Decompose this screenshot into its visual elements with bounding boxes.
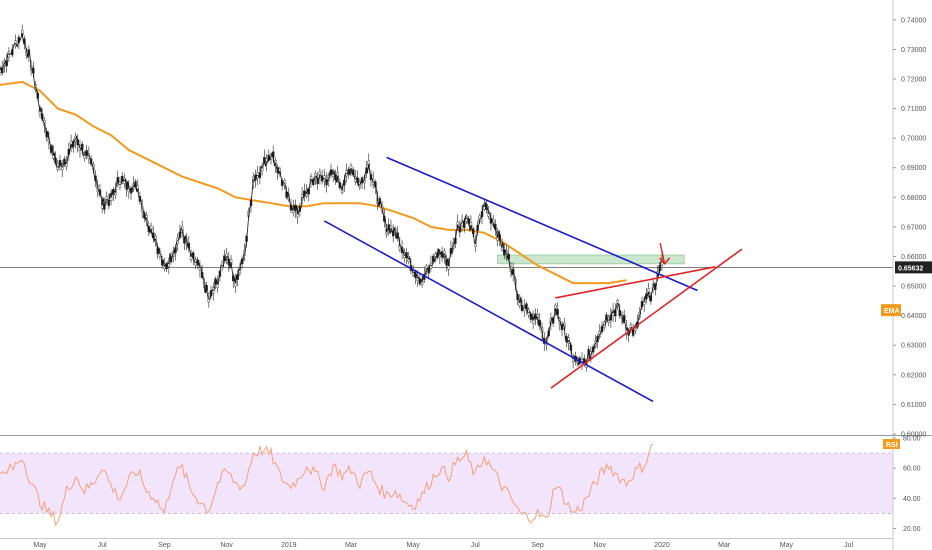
support-zone-rect	[497, 254, 685, 265]
arrow-head	[659, 257, 671, 265]
last-price-label: 0.65632	[898, 265, 923, 272]
ema-label: EMA	[884, 308, 900, 315]
rsi-tick-label: 60.00	[903, 466, 921, 473]
time-tick-label: Mar	[718, 542, 731, 549]
rsi-tick-label: 20.00	[903, 526, 921, 533]
rsi-tick-label: 80.00	[903, 436, 921, 443]
red-trendline	[550, 248, 743, 389]
price-line	[0, 32, 663, 367]
price-tick-label: 0.74000	[901, 17, 926, 24]
time-tick-label: Jul	[98, 542, 107, 549]
price-tick-label: 0.68000	[901, 195, 926, 202]
time-tick-label: 2019	[281, 542, 297, 549]
price-tick-label: 0.65000	[901, 284, 926, 291]
price-tick-label: 0.70000	[901, 136, 926, 143]
time-tick-label: Sep	[158, 542, 171, 549]
price-tick-label: 0.60000	[901, 432, 926, 439]
rsi-line	[0, 443, 654, 527]
price-tick-label: 0.71000	[901, 106, 926, 113]
blue-trendline	[323, 220, 654, 403]
rsi-label-box	[883, 439, 900, 449]
time-tick-label: May	[33, 542, 47, 549]
ema-line	[0, 80, 627, 285]
blue-trendline	[386, 156, 698, 292]
price-tick-label: 0.66000	[901, 254, 926, 261]
red-trendline	[555, 266, 716, 299]
price-tick-label: 0.62000	[901, 372, 926, 379]
arrow-shaft	[659, 243, 666, 265]
last-price-box	[895, 261, 932, 274]
time-tick-label: 2020	[654, 542, 670, 549]
price-tick-label: 0.72000	[901, 76, 926, 83]
ema-label-box	[881, 304, 901, 317]
time-tick-label: May	[407, 542, 421, 549]
rsi-pane	[0, 443, 893, 527]
candle-body	[0, 67, 2, 74]
rsi-label: RSI	[886, 442, 898, 449]
time-tick-label: Mar	[345, 542, 358, 549]
main-price-pane	[0, 24, 893, 403]
price-tick-label: 0.67000	[901, 224, 926, 231]
price-tick-label: 0.61000	[901, 402, 926, 409]
time-tick-label: Jul	[471, 542, 480, 549]
time-tick-label: Jul	[844, 542, 853, 549]
price-tick-label: 0.73000	[901, 47, 926, 54]
time-tick-label: May	[780, 542, 794, 549]
rsi-band	[0, 453, 893, 514]
time-tick-label: Nov	[594, 542, 607, 549]
rsi-tick-label: 40.00	[903, 496, 921, 503]
time-tick-label: Sep	[531, 542, 544, 549]
price-tick-label: 0.69000	[901, 165, 926, 172]
price-tick-label: 0.63000	[901, 343, 926, 350]
price-tick-label: 0.64000	[901, 313, 926, 320]
time-tick-label: Nov	[220, 542, 233, 549]
